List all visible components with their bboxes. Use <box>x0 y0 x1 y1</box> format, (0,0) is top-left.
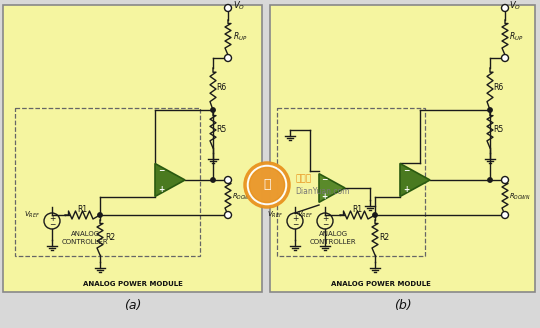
Circle shape <box>502 54 509 62</box>
Text: ANALOG
CONTROLLER: ANALOG CONTROLLER <box>310 232 356 244</box>
Polygon shape <box>400 163 430 196</box>
Text: R1: R1 <box>352 206 362 215</box>
Text: R1: R1 <box>77 206 87 215</box>
Text: $V_{REF}$: $V_{REF}$ <box>267 210 283 220</box>
Text: $V_{REF}$: $V_{REF}$ <box>297 210 313 220</box>
Bar <box>277 108 425 256</box>
Circle shape <box>245 163 289 207</box>
Circle shape <box>488 108 492 112</box>
Text: +: + <box>49 214 55 223</box>
Text: −: − <box>292 220 298 229</box>
Text: $V_O$: $V_O$ <box>509 0 521 12</box>
Text: $R_{UP}$: $R_{UP}$ <box>509 31 523 43</box>
Text: $R_{DOWN}$: $R_{DOWN}$ <box>509 192 531 202</box>
Text: DianYuan.com: DianYuan.com <box>295 188 349 196</box>
Circle shape <box>225 176 232 183</box>
Text: $V_{REF}$: $V_{REF}$ <box>24 210 40 220</box>
Text: −: − <box>322 220 328 229</box>
Text: $R_{UP}$: $R_{UP}$ <box>233 31 247 43</box>
Text: +: + <box>292 214 298 223</box>
Text: ANALOG POWER MODULE: ANALOG POWER MODULE <box>332 281 431 287</box>
Text: −: − <box>321 175 327 184</box>
Bar <box>270 5 535 292</box>
Text: +: + <box>322 214 328 223</box>
Circle shape <box>225 212 232 218</box>
Circle shape <box>502 176 509 183</box>
Text: 电源网: 电源网 <box>295 174 311 183</box>
Text: R5: R5 <box>216 126 226 134</box>
Text: 🔌: 🔌 <box>264 178 271 192</box>
Circle shape <box>502 5 509 11</box>
Text: R5: R5 <box>493 126 503 134</box>
Text: R6: R6 <box>493 84 503 92</box>
Circle shape <box>249 167 285 203</box>
Circle shape <box>211 178 215 182</box>
Text: −: − <box>49 220 55 229</box>
Circle shape <box>502 212 509 218</box>
Circle shape <box>225 5 232 11</box>
Text: R6: R6 <box>216 84 226 92</box>
Text: ANALOG
CONTROLLER: ANALOG CONTROLLER <box>62 232 109 244</box>
Text: +: + <box>321 192 327 201</box>
Circle shape <box>225 54 232 62</box>
Text: −: − <box>158 166 164 174</box>
Text: +: + <box>158 185 164 195</box>
Text: $R_{DOWN}$: $R_{DOWN}$ <box>232 192 254 202</box>
Text: +: + <box>403 185 409 195</box>
Polygon shape <box>319 174 345 202</box>
Circle shape <box>211 108 215 112</box>
Circle shape <box>373 213 377 217</box>
Circle shape <box>488 178 492 182</box>
Text: $V_O$: $V_O$ <box>233 0 245 12</box>
Text: ANALOG POWER MODULE: ANALOG POWER MODULE <box>83 281 183 287</box>
Circle shape <box>98 213 102 217</box>
Text: (a): (a) <box>124 299 141 313</box>
Polygon shape <box>155 163 185 196</box>
Text: (b): (b) <box>394 299 411 313</box>
Bar <box>3 5 262 292</box>
Bar <box>15 108 200 256</box>
Text: R2: R2 <box>379 234 389 242</box>
Text: −: − <box>403 166 409 174</box>
Text: R2: R2 <box>105 234 115 242</box>
